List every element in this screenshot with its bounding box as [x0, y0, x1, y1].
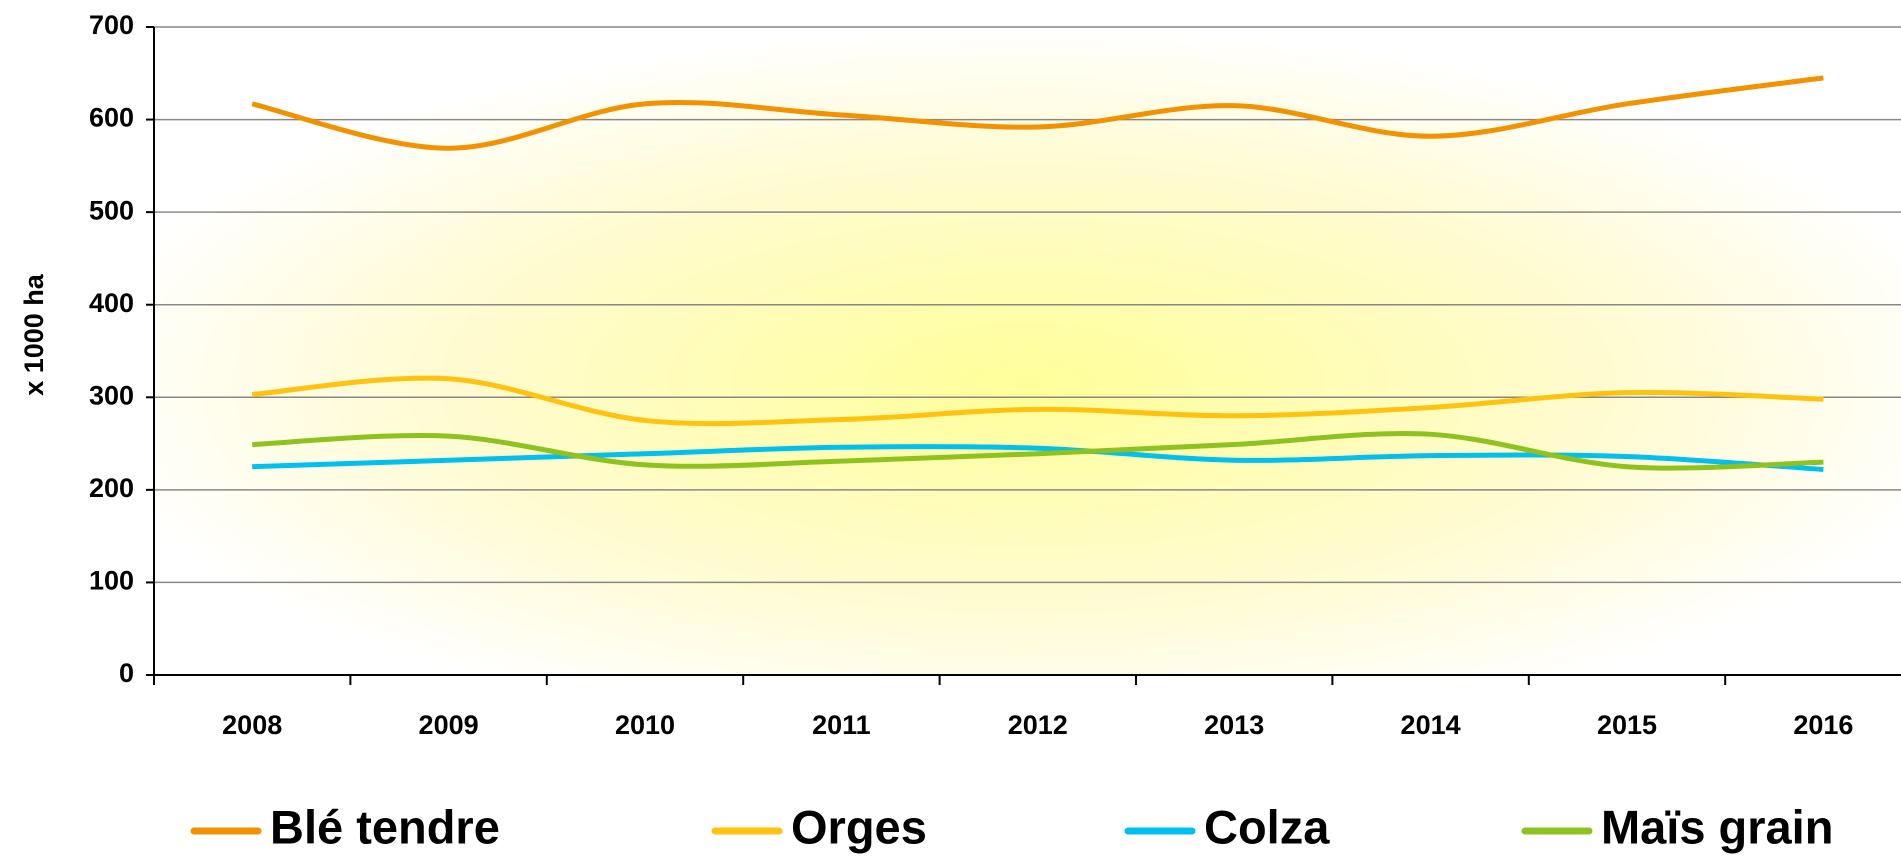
y-tick-label: 700: [89, 10, 134, 40]
y-tick-label: 600: [89, 103, 134, 133]
legend-label: Orges: [791, 800, 927, 853]
y-tick-label: 0: [119, 658, 134, 688]
line-series: [251, 375, 1824, 427]
line-series: [251, 75, 1824, 151]
x-tick-label: 2016: [1793, 710, 1853, 740]
legend-label: Colza: [1204, 800, 1330, 853]
y-tick-label: 100: [89, 566, 134, 596]
x-tick-label: 2012: [1008, 710, 1068, 740]
x-tick-label: 2008: [222, 710, 282, 740]
line-series: [252, 431, 1824, 471]
line-series: [252, 444, 1824, 472]
x-tick-label: 2014: [1401, 710, 1461, 740]
y-axis-label: x 1000 ha: [19, 273, 49, 396]
legend-label: Maïs grain: [1601, 800, 1833, 853]
y-tick-label: 400: [89, 288, 134, 318]
x-tick-label: 2013: [1204, 710, 1264, 740]
y-tick-label: 200: [89, 473, 134, 503]
y-tick-label: 500: [89, 195, 134, 225]
legend-label: Blé tendre: [270, 800, 500, 853]
x-tick-label: 2009: [419, 710, 479, 740]
x-tick-label: 2015: [1597, 710, 1657, 740]
y-tick-label: 300: [89, 380, 134, 410]
x-tick-label: 2010: [615, 710, 675, 740]
x-tick-label: 2011: [812, 710, 871, 740]
plot-background: [154, 27, 1901, 675]
